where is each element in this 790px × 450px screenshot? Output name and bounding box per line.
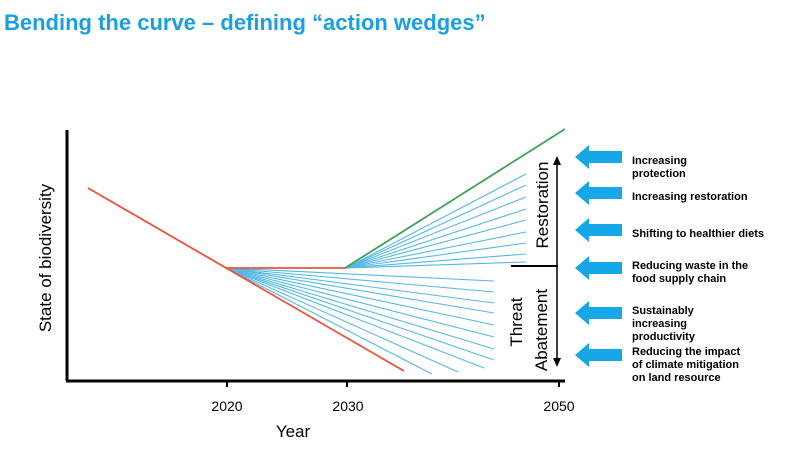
wedge-line <box>225 267 495 338</box>
action-label-line: of climate mitigation <box>632 359 739 371</box>
action-label: Increasing restoration <box>632 191 748 203</box>
x-axis-label: Year <box>276 422 311 441</box>
action-label-line: Reducing the impact <box>632 346 741 358</box>
double-arrow-vertical-icon <box>553 156 561 367</box>
x-tick-label: 2030 <box>332 398 363 414</box>
action-label: Increasing protection <box>632 155 687 180</box>
target-trajectory-line <box>344 128 566 269</box>
segment-label-restoration: Restoration <box>533 162 552 249</box>
wedge-line <box>345 231 527 269</box>
segment-label-threat: Threat <box>507 297 526 346</box>
wedge-line <box>225 267 495 361</box>
arrow-left-icon <box>575 343 622 367</box>
action-label-line: Shifting to healthier diets <box>632 228 764 240</box>
wedge-line <box>345 184 527 269</box>
baseline-trajectory-line <box>87 187 405 372</box>
action-label-line: Sustainably <box>632 305 695 317</box>
arrow-left-icon <box>575 256 622 280</box>
arrow-left-icon <box>575 145 622 169</box>
action-label-line: on land resource <box>632 372 721 384</box>
wedge-line <box>225 267 495 314</box>
x-tick-label: 2020 <box>211 398 242 414</box>
arrow-left-icon <box>575 218 622 242</box>
y-axis-label: State of biodiversity <box>36 183 55 332</box>
action-label: Sustainably increasing productivity <box>632 305 696 343</box>
threat-abatement-wedges <box>225 267 495 375</box>
wedge-line <box>225 267 495 282</box>
action-labels: Increasing protection Increasing restorati… <box>632 155 764 384</box>
x-tick-label: 2050 <box>543 398 574 414</box>
action-label: Reducing the impact of climate mitigation… <box>632 346 741 384</box>
wedge-line <box>225 267 495 304</box>
action-label: Reducing waste in the food supply chain <box>632 260 748 285</box>
wedge-line <box>345 196 527 269</box>
wedge-line <box>345 242 527 269</box>
wedge-line <box>225 267 495 326</box>
wedge-line <box>345 219 527 269</box>
action-label: Shifting to healthier diets <box>632 228 764 240</box>
wedge-line <box>345 173 527 269</box>
wedge-line <box>225 267 433 375</box>
action-label-line: Increasing <box>632 155 687 167</box>
wedge-line <box>345 261 527 269</box>
action-label-line: Reducing waste in the <box>632 260 748 272</box>
wedge-line <box>225 267 485 369</box>
action-label-line: protection <box>632 168 686 180</box>
segment-label-abatement: Abatement <box>532 289 551 371</box>
restoration-wedges <box>345 173 527 269</box>
wedge-line <box>225 267 459 373</box>
wedge-line <box>225 267 495 293</box>
wedge-line <box>345 253 527 269</box>
action-arrows <box>575 145 622 367</box>
arrow-left-icon <box>575 181 622 205</box>
slide-title: Bending the curve – defining “action wed… <box>4 10 486 35</box>
wedge-line <box>225 267 495 350</box>
arrow-left-icon <box>575 301 622 325</box>
action-label-line: increasing <box>632 318 687 330</box>
action-label-line: Increasing restoration <box>632 191 748 203</box>
action-label-line: food supply chain <box>632 273 726 285</box>
wedge-line <box>345 208 527 269</box>
action-label-line: productivity <box>632 331 696 343</box>
